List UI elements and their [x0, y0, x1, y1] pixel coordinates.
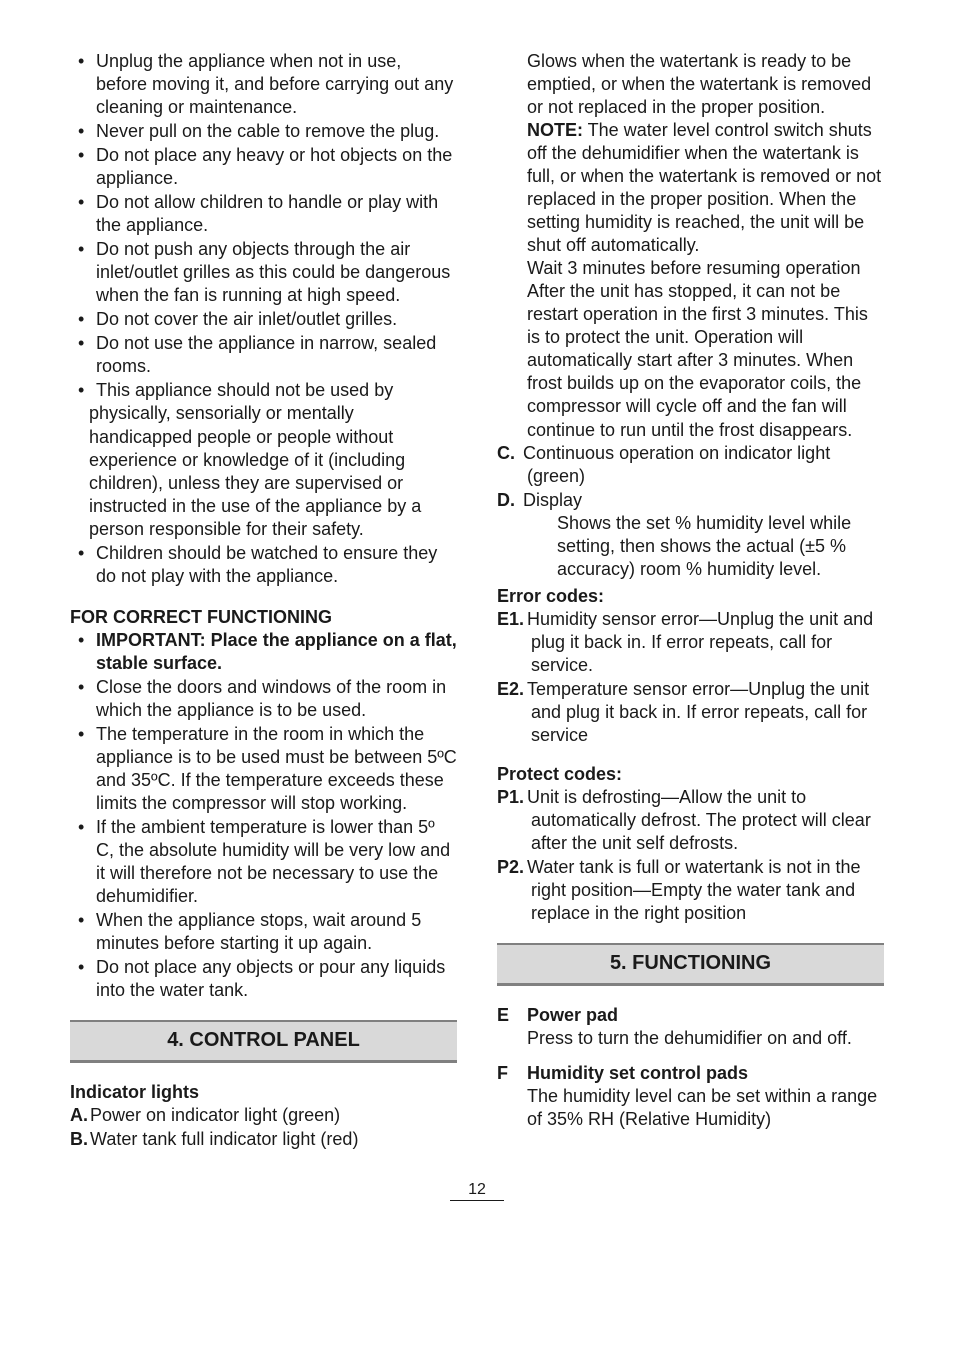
indicator-a: A.Power on indicator light (green) [70, 1104, 457, 1127]
indicator-lights-heading: Indicator lights [70, 1081, 457, 1104]
label-f: F [497, 1062, 527, 1085]
b-para1: Glows when the watertank is ready to be … [527, 50, 884, 119]
page-number-value: 12 [450, 1181, 504, 1201]
bullet-item: When the appliance stops, wait around 5 … [70, 909, 457, 955]
indicator-d-text: Display [523, 490, 582, 510]
bullet-text: Unplug the appliance when not in use, be… [96, 51, 453, 117]
e2-text: Temperature sensor error—Unplug the unit… [527, 679, 869, 745]
p2-text: Water tank is full or watertank is not i… [527, 857, 860, 923]
function-f-title: Humidity set control pads [527, 1063, 748, 1083]
functioning-list: EPower pad Press to turn the dehumidifie… [497, 1004, 884, 1131]
protect-codes-list: P1.Unit is defrosting—Allow the unit to … [497, 786, 884, 925]
bullet-item: Do not push any objects through the air … [70, 238, 457, 307]
protect-p2: P2.Water tank is full or watertank is no… [497, 856, 884, 925]
indicator-d-body: Shows the set % humidity level while set… [527, 512, 884, 581]
bullet-item: Children should be watched to ensure the… [70, 542, 457, 588]
bullet-item: Do not allow children to handle or play … [70, 191, 457, 237]
left-column: Unplug the appliance when not in use, be… [70, 50, 457, 1152]
label-d: D. [497, 489, 523, 512]
bullet-item: Never pull on the cable to remove the pl… [70, 120, 457, 143]
indicator-c-d-list: C.Continuous operation on indicator ligh… [497, 442, 884, 581]
label-a: A. [70, 1104, 90, 1127]
bullet-item: Do not place any objects or pour any liq… [70, 956, 457, 1002]
note-line: NOTE: The water level control switch shu… [527, 119, 884, 257]
bullet-text: Do not place any heavy or hot objects on… [96, 145, 452, 188]
correct-functioning-heading: FOR CORRECT FUNCTIONING [70, 606, 457, 629]
indicator-b-continuation: Glows when the watertank is ready to be … [497, 50, 884, 442]
bullet-item: Close the doors and windows of the room … [70, 676, 457, 722]
error-e2: E2.Temperature sensor error—Unplug the u… [497, 678, 884, 747]
bullet-text: Never pull on the cable to remove the pl… [96, 121, 439, 141]
bullet-text: Do not use the appliance in narrow, seal… [96, 333, 436, 376]
bullet-text: Children should be watched to ensure the… [96, 543, 437, 586]
error-codes-list: E1.Humidity sensor error—Unplug the unit… [497, 608, 884, 747]
function-f: FHumidity set control pads The humidity … [497, 1062, 884, 1131]
indicator-b: B.Water tank full indicator light (red) [70, 1128, 457, 1151]
label-e1: E1. [497, 608, 527, 631]
bullet-text: Close the doors and windows of the room … [96, 677, 446, 720]
bullet-item: Do not cover the air inlet/outlet grille… [70, 308, 457, 331]
bullet-item: This appliance should not be used by phy… [70, 379, 457, 540]
note-label: NOTE: [527, 120, 583, 140]
bullet-text: Do not push any objects through the air … [96, 239, 450, 305]
bullet-text: Do not allow children to handle or play … [96, 192, 438, 235]
safety-bullet-list: Unplug the appliance when not in use, be… [70, 50, 457, 588]
bullet-text: This appliance should not be used by phy… [89, 380, 421, 538]
p1-text: Unit is defrosting—Allow the unit to aut… [527, 787, 871, 853]
protect-p1: P1.Unit is defrosting—Allow the unit to … [497, 786, 884, 855]
b-para2: Wait 3 minutes before resuming operation… [527, 257, 884, 441]
bullet-item: Unplug the appliance when not in use, be… [70, 50, 457, 119]
correct-functioning-list: IMPORTANT: Place the appliance on a flat… [70, 629, 457, 1003]
function-e-title: Power pad [527, 1005, 618, 1025]
function-e-body: Press to turn the dehumidifier on and of… [497, 1027, 884, 1050]
two-column-layout: Unplug the appliance when not in use, be… [70, 50, 884, 1152]
label-e2: E2. [497, 678, 527, 701]
indicator-a-text: Power on indicator light (green) [90, 1105, 340, 1125]
label-b: B. [70, 1128, 90, 1151]
page-number: 12 [70, 1180, 884, 1200]
protect-codes-heading: Protect codes: [497, 763, 884, 786]
bullet-item: The temperature in the room in which the… [70, 723, 457, 815]
e1-text: Humidity sensor error—Unplug the unit an… [527, 609, 873, 675]
bullet-text: If the ambient temperature is lower than… [96, 817, 450, 906]
function-e: EPower pad Press to turn the dehumidifie… [497, 1004, 884, 1050]
bullet-item: Do not place any heavy or hot objects on… [70, 144, 457, 190]
bullet-text: The temperature in the room in which the… [96, 724, 457, 813]
label-e: E [497, 1004, 527, 1027]
indicator-d: D.Display Shows the set % humidity level… [497, 489, 884, 581]
right-column: Glows when the watertank is ready to be … [497, 50, 884, 1152]
indicator-b-text: Water tank full indicator light (red) [90, 1129, 358, 1149]
function-f-body: The humidity level can be set within a r… [497, 1085, 884, 1131]
bullet-item: If the ambient temperature is lower than… [70, 816, 457, 908]
bullet-item: Do not use the appliance in narrow, seal… [70, 332, 457, 378]
error-e1: E1.Humidity sensor error—Unplug the unit… [497, 608, 884, 677]
bullet-text: When the appliance stops, wait around 5 … [96, 910, 421, 953]
bullet-text: Do not cover the air inlet/outlet grille… [96, 309, 397, 329]
bullet-item-important: IMPORTANT: Place the appliance on a flat… [70, 629, 457, 675]
indicator-a-b-list: A.Power on indicator light (green) B.Wat… [70, 1104, 457, 1151]
section-5-header: 5. FUNCTIONING [497, 943, 884, 986]
important-text: IMPORTANT: Place the appliance on a flat… [96, 630, 457, 673]
bullet-text: Do not place any objects or pour any liq… [96, 957, 445, 1000]
error-codes-heading: Error codes: [497, 585, 884, 608]
section-4-header: 4. CONTROL PANEL [70, 1020, 457, 1063]
label-c: C. [497, 442, 523, 465]
indicator-c-text: Continuous operation on indicator light … [523, 443, 830, 486]
indicator-c: C.Continuous operation on indicator ligh… [497, 442, 884, 488]
label-p2: P2. [497, 856, 527, 879]
label-p1: P1. [497, 786, 527, 809]
note-text: The water level control switch shuts off… [527, 120, 881, 255]
